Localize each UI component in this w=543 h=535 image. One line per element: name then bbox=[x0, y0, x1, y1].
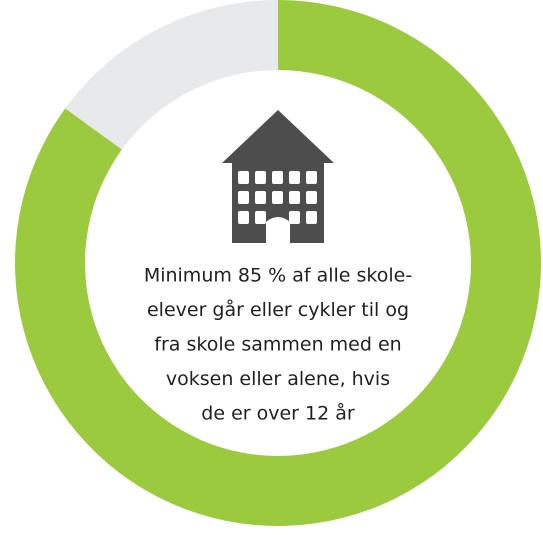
annotation-line: elever går eller cykler til og bbox=[147, 298, 409, 321]
annotation-line: Minimum 85 % af alle skole- bbox=[144, 265, 412, 287]
annotation-line: fra skole sammen med en bbox=[154, 334, 401, 356]
annotation-line: voksen eller alene, hvis bbox=[166, 368, 390, 390]
donut-segment bbox=[65, 0, 278, 150]
house-icon bbox=[222, 110, 334, 243]
annotation-line: de er over 12 år bbox=[201, 402, 355, 425]
